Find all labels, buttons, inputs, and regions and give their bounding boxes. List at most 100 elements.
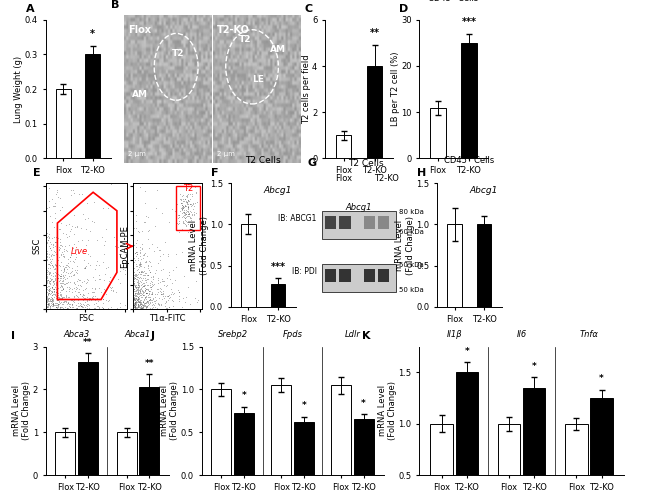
Point <box>129 295 139 303</box>
Point <box>64 285 74 293</box>
Point <box>153 300 163 308</box>
Point <box>196 225 207 233</box>
Point <box>131 292 142 299</box>
Point <box>138 268 148 276</box>
Point <box>81 262 92 270</box>
Point <box>55 291 66 299</box>
Point <box>129 282 140 290</box>
Point <box>95 275 105 283</box>
Point <box>40 179 51 187</box>
Point <box>183 212 193 220</box>
Point <box>133 274 144 282</box>
Point <box>132 283 142 291</box>
Point <box>94 179 105 187</box>
Point <box>190 199 201 207</box>
Point <box>122 288 132 296</box>
Point <box>83 213 94 221</box>
Point <box>50 301 60 309</box>
Point <box>130 301 140 309</box>
Point <box>168 297 179 305</box>
Point <box>56 292 66 299</box>
Point <box>130 300 140 308</box>
Bar <box>339 216 350 229</box>
Text: Il6: Il6 <box>517 330 526 339</box>
Point <box>181 213 191 221</box>
Point <box>44 282 55 290</box>
Point <box>105 273 115 281</box>
Point <box>40 297 51 305</box>
Point <box>51 285 61 293</box>
Point <box>46 269 56 277</box>
Point <box>134 261 144 269</box>
Point <box>52 255 62 263</box>
Point <box>55 303 65 311</box>
Point <box>42 302 52 310</box>
Point <box>133 278 143 286</box>
Point <box>140 293 150 301</box>
Point <box>134 279 144 287</box>
Point <box>66 250 76 258</box>
Point <box>42 297 53 305</box>
Point <box>56 282 66 290</box>
Point <box>139 280 150 288</box>
Point <box>57 179 68 187</box>
Point <box>86 296 96 303</box>
Point <box>129 303 139 311</box>
Point <box>98 258 108 266</box>
Point <box>155 301 166 309</box>
Point <box>129 273 139 281</box>
Point <box>133 283 143 291</box>
Point <box>145 295 155 303</box>
Point <box>48 290 58 298</box>
Point <box>188 211 199 219</box>
Point <box>151 285 162 293</box>
Point <box>46 302 57 310</box>
Point <box>153 286 163 294</box>
Point <box>55 235 65 243</box>
Bar <box>241 224 256 307</box>
Point <box>173 211 183 219</box>
Point <box>183 210 194 218</box>
Point <box>44 268 55 276</box>
Point <box>135 262 145 270</box>
Point <box>98 296 108 303</box>
Text: CD45⁺ Cells: CD45⁺ Cells <box>428 0 478 3</box>
Point <box>75 302 86 310</box>
Point <box>156 288 166 296</box>
Point <box>49 208 60 216</box>
Point <box>145 281 155 289</box>
Point <box>84 296 94 304</box>
Point <box>183 196 194 204</box>
Point <box>130 283 140 291</box>
Point <box>177 205 187 213</box>
Point <box>64 299 74 307</box>
Point <box>155 284 166 292</box>
Point <box>47 304 57 312</box>
Point <box>99 276 109 284</box>
Point <box>64 220 74 228</box>
Point <box>143 281 153 289</box>
Point <box>141 269 151 277</box>
Text: *: * <box>532 362 536 371</box>
Point <box>129 296 139 304</box>
Point <box>181 221 192 229</box>
Point <box>105 283 115 291</box>
Point <box>131 239 141 247</box>
Point <box>177 203 187 211</box>
Point <box>129 302 140 310</box>
Point <box>82 302 92 310</box>
Point <box>134 294 144 301</box>
Point <box>42 233 53 241</box>
Point <box>74 276 85 284</box>
Point <box>130 299 140 307</box>
Point <box>43 267 53 275</box>
Point <box>78 286 88 294</box>
Point <box>83 289 94 297</box>
Point <box>94 304 105 312</box>
Point <box>130 283 140 291</box>
Point <box>149 280 159 288</box>
Point <box>108 287 118 295</box>
Point <box>114 299 125 307</box>
Point <box>177 217 188 225</box>
Point <box>44 260 54 268</box>
